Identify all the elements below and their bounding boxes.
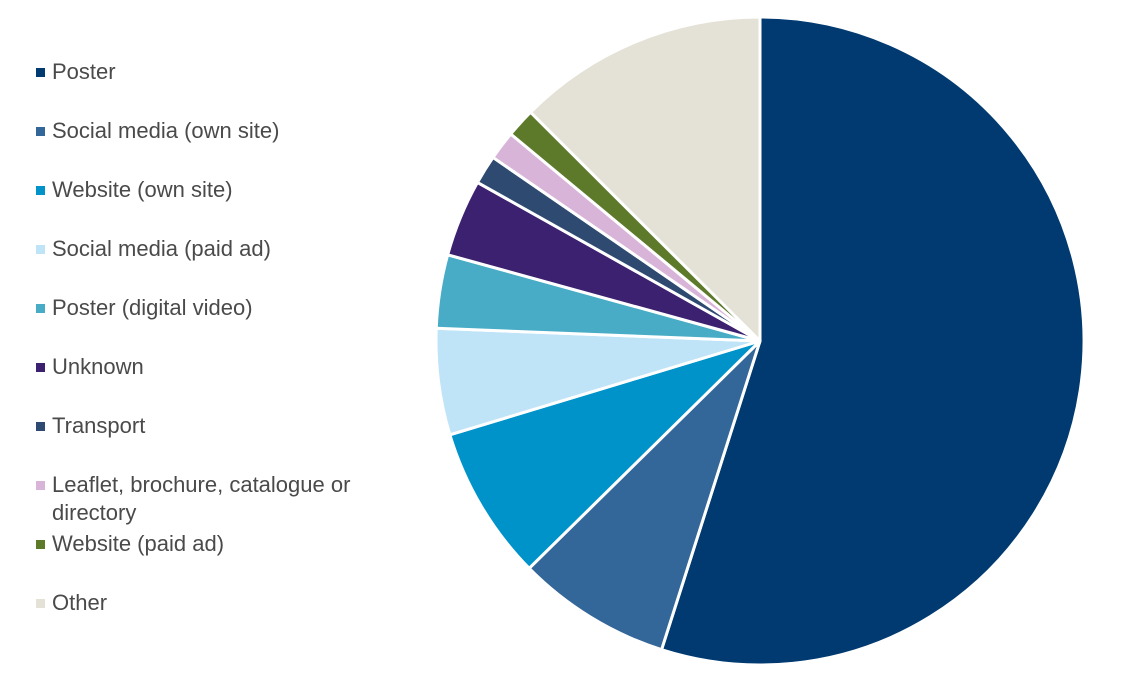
legend-swatch xyxy=(36,186,45,195)
legend-item: Other xyxy=(36,589,107,617)
legend-item: Leaflet, brochure, catalogue or director… xyxy=(36,471,396,527)
legend-label: Unknown xyxy=(52,354,144,379)
legend-label: Social media (own site) xyxy=(52,118,280,143)
legend-swatch xyxy=(36,68,45,77)
legend-swatch xyxy=(36,540,45,549)
legend-swatch xyxy=(36,127,45,136)
pie-slice xyxy=(529,15,762,343)
legend-item: Website (own site) xyxy=(36,176,233,204)
legend-swatch xyxy=(36,304,45,313)
legend-item: Social media (own site) xyxy=(36,117,279,145)
legend-item: Social media (paid ad) xyxy=(36,235,271,263)
legend-item: Poster (digital video) xyxy=(36,294,253,322)
legend-item: Website (paid ad) xyxy=(36,530,224,558)
legend-item: Transport xyxy=(36,412,145,440)
legend-item: Unknown xyxy=(36,353,144,381)
legend-swatch xyxy=(36,422,45,431)
legend-swatch xyxy=(36,245,45,254)
pie-slice xyxy=(527,339,762,652)
legend-label: Transport xyxy=(52,413,146,438)
legend-label: Social media (paid ad) xyxy=(52,236,271,261)
pie-slice xyxy=(660,15,1086,667)
legend-label: Website (own site) xyxy=(52,177,233,202)
legend-swatch xyxy=(36,363,45,372)
legend-label: Other xyxy=(52,590,108,615)
legend-label: Leaflet, brochure, catalogue or director… xyxy=(52,472,351,525)
legend-swatch xyxy=(36,481,45,490)
legend-label: Website (paid ad) xyxy=(52,531,225,556)
legend-label: Poster xyxy=(52,59,116,84)
legend-label: Poster (digital video) xyxy=(52,295,253,320)
pie-slices xyxy=(434,15,1086,667)
legend-swatch xyxy=(36,599,45,608)
legend-item: Poster xyxy=(36,58,116,86)
pie-slice xyxy=(448,339,762,570)
